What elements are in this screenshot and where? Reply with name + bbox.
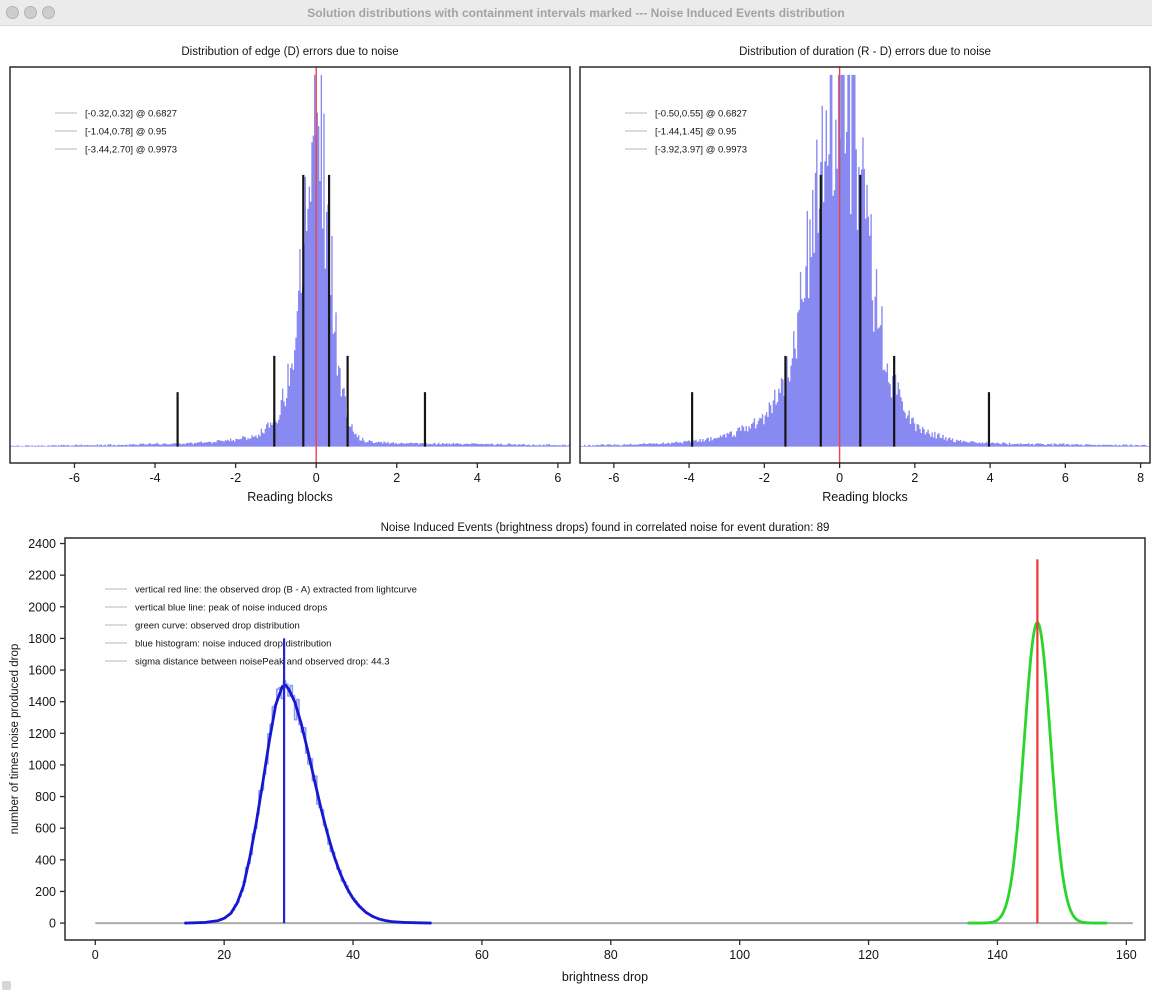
legend-label: [-0.32,0.32] @ 0.6827 (85, 109, 177, 120)
edge-errors-chart: -6 -4 -2 0 2 4 6 Distribution of edge (D) error… (9, 46, 571, 504)
figure-canvas: -6 -4 -2 0 2 4 6 Distribution of edge (D) error… (0, 26, 1152, 992)
y-tick-label: 800 (35, 790, 56, 804)
y-tick-label: 0 (49, 917, 56, 931)
y-axis-label: number of times noise produced drop (9, 644, 21, 835)
axes-frame (579, 66, 1151, 464)
edge-errors-plot-area (10, 67, 570, 463)
y-tick-label: 1000 (28, 758, 56, 772)
minimize-button-icon[interactable] (24, 6, 37, 19)
y-tick-label: 2200 (28, 569, 56, 583)
x-axis-label: Reading blocks (247, 490, 332, 504)
x-tick-label: 80 (604, 948, 618, 962)
legend-label: vertical red line: the observed drop (B … (135, 585, 417, 596)
y-tick-label: 1200 (28, 727, 56, 741)
x-tick-label: 6 (1062, 471, 1069, 485)
x-tick-label: -4 (149, 471, 160, 485)
x-tick-label: 2 (393, 471, 400, 485)
histogram-fill (10, 74, 570, 447)
edge-errors-axes (9, 66, 571, 468)
chart-title: Noise Induced Events (brightness drops) … (381, 522, 830, 534)
x-tick-label: 0 (836, 471, 843, 485)
axes-frame (9, 66, 571, 464)
x-tick-label: 60 (475, 948, 489, 962)
histogram-fill (580, 74, 1150, 447)
x-tick-label: 20 (217, 948, 231, 962)
x-tick-label: 40 (346, 948, 360, 962)
window-titlebar: Solution distributions with containment … (0, 0, 1152, 26)
duration-errors-chart: -6 -4 -2 0 2 4 6 8 Distribution of duration (R -… (579, 46, 1151, 504)
legend-label: sigma distance between noisePeak and obs… (135, 657, 390, 668)
resize-grip[interactable] (2, 981, 11, 990)
x-tick-label: -2 (230, 471, 241, 485)
duration-errors-plot-area (580, 67, 1150, 463)
x-tick-label: 100 (729, 948, 750, 962)
x-tick-label: 0 (313, 471, 320, 485)
x-tick-label: 8 (1137, 471, 1144, 485)
legend-label: [-0.50,0.55] @ 0.6827 (655, 109, 747, 120)
x-tick-label: 2 (911, 471, 918, 485)
x-tick-label: -6 (608, 471, 619, 485)
noise-induced-events-plot-area (95, 559, 1133, 925)
noise-events-chart: 0 20 40 60 80 100 120 140 1600200400600800100012… (9, 522, 1146, 984)
zoom-button-icon[interactable] (42, 6, 55, 19)
x-tick-label: 120 (858, 948, 879, 962)
y-tick-label: 1400 (28, 695, 56, 709)
window-title: Solution distributions with containment … (307, 6, 845, 20)
y-tick-label: 2400 (28, 537, 56, 551)
legend-label: [-1.44,1.45] @ 0.95 (655, 127, 736, 138)
x-tick-label: -4 (684, 471, 695, 485)
x-tick-label: -6 (69, 471, 80, 485)
legend-label: vertical blue line: peak of noise induce… (135, 603, 327, 614)
noise-induced-events-axes (60, 537, 1146, 945)
x-tick-label: 0 (92, 948, 99, 962)
axes-frame (64, 537, 1146, 941)
distribution-curve (184, 683, 432, 925)
legend-label: [-3.92,3.97] @ 0.9973 (655, 145, 747, 156)
y-tick-label: 200 (35, 885, 56, 899)
edge-errors-legend: [-0.32,0.32] @ 0.6827 [-1.04,0.78] @ 0.95… (55, 109, 177, 156)
y-tick-label: 600 (35, 822, 56, 836)
duration-errors-axes (579, 66, 1151, 468)
y-tick-label: 1800 (28, 632, 56, 646)
x-tick-label: 160 (1116, 948, 1137, 962)
y-tick-label: 1600 (28, 664, 56, 678)
legend-label: [-1.04,0.78] @ 0.95 (85, 127, 166, 138)
chart-title: Distribution of edge (D) errors due to n… (181, 46, 398, 58)
close-button-icon[interactable] (6, 6, 19, 19)
y-tick-label: 2000 (28, 600, 56, 614)
x-tick-label: 4 (474, 471, 481, 485)
legend-label: blue histogram: noise induced drop distr… (135, 639, 331, 650)
x-tick-label: 140 (987, 948, 1008, 962)
legend-label: [-3.44,2.70] @ 0.9973 (85, 145, 177, 156)
x-axis-label: Reading blocks (822, 490, 907, 504)
legend-label: green curve: observed drop distribution (135, 621, 300, 632)
duration-errors-legend: [-0.50,0.55] @ 0.6827 [-1.44,1.45] @ 0.95… (625, 109, 747, 156)
y-tick-label: 400 (35, 853, 56, 867)
histogram-step-line (184, 680, 432, 924)
noise-induced-events-legend: vertical red line: the observed drop (B … (105, 585, 417, 668)
chart-title: Distribution of duration (R - D) errors … (739, 46, 991, 58)
traffic-lights (6, 6, 55, 19)
x-axis-label: brightness drop (562, 970, 648, 984)
x-tick-label: -2 (759, 471, 770, 485)
x-tick-label: 4 (987, 471, 994, 485)
x-tick-label: 6 (554, 471, 561, 485)
